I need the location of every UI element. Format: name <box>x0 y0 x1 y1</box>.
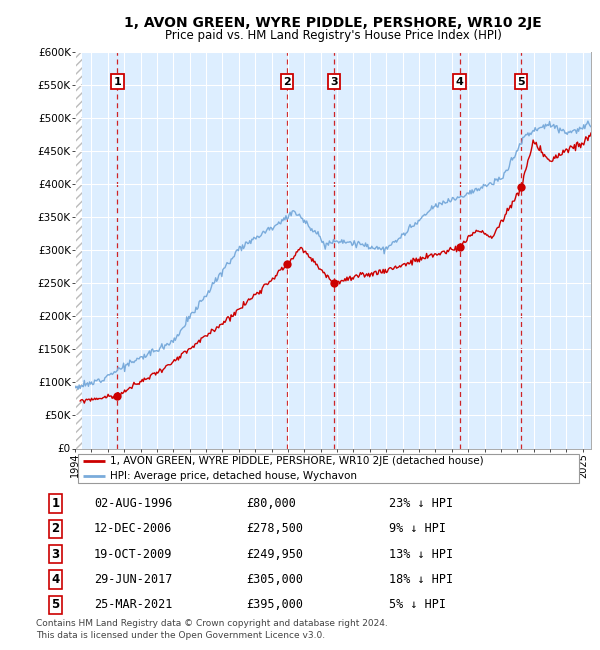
Text: 3: 3 <box>330 77 338 86</box>
Text: £278,500: £278,500 <box>246 523 303 536</box>
Bar <box>75 52 82 448</box>
Text: 23% ↓ HPI: 23% ↓ HPI <box>389 497 454 510</box>
Text: 5% ↓ HPI: 5% ↓ HPI <box>389 598 446 611</box>
Text: 25-MAR-2021: 25-MAR-2021 <box>94 598 172 611</box>
Text: 5: 5 <box>51 598 59 611</box>
FancyBboxPatch shape <box>77 454 580 483</box>
Text: £80,000: £80,000 <box>246 497 296 510</box>
Text: 3: 3 <box>51 547 59 560</box>
Text: £249,950: £249,950 <box>246 547 303 560</box>
Text: 13% ↓ HPI: 13% ↓ HPI <box>389 547 454 560</box>
Text: 1, AVON GREEN, WYRE PIDDLE, PERSHORE, WR10 2JE (detached house): 1, AVON GREEN, WYRE PIDDLE, PERSHORE, WR… <box>110 456 484 466</box>
Text: 9% ↓ HPI: 9% ↓ HPI <box>389 523 446 536</box>
Text: This data is licensed under the Open Government Licence v3.0.: This data is licensed under the Open Gov… <box>36 630 325 640</box>
Text: 1: 1 <box>51 497 59 510</box>
Text: 29-JUN-2017: 29-JUN-2017 <box>94 573 172 586</box>
Text: 2: 2 <box>283 77 291 86</box>
Text: Price paid vs. HM Land Registry's House Price Index (HPI): Price paid vs. HM Land Registry's House … <box>164 29 502 42</box>
Text: 18% ↓ HPI: 18% ↓ HPI <box>389 573 454 586</box>
Text: 1: 1 <box>113 77 121 86</box>
Text: 1, AVON GREEN, WYRE PIDDLE, PERSHORE, WR10 2JE: 1, AVON GREEN, WYRE PIDDLE, PERSHORE, WR… <box>124 16 542 31</box>
Text: 12-DEC-2006: 12-DEC-2006 <box>94 523 172 536</box>
Text: £305,000: £305,000 <box>246 573 303 586</box>
Text: 19-OCT-2009: 19-OCT-2009 <box>94 547 172 560</box>
Text: Contains HM Land Registry data © Crown copyright and database right 2024.: Contains HM Land Registry data © Crown c… <box>36 619 388 628</box>
Text: 5: 5 <box>517 77 525 86</box>
Text: HPI: Average price, detached house, Wychavon: HPI: Average price, detached house, Wych… <box>110 471 358 480</box>
Text: 4: 4 <box>456 77 464 86</box>
Text: 02-AUG-1996: 02-AUG-1996 <box>94 497 172 510</box>
Text: £395,000: £395,000 <box>246 598 303 611</box>
Text: 2: 2 <box>51 523 59 536</box>
Text: 4: 4 <box>51 573 59 586</box>
